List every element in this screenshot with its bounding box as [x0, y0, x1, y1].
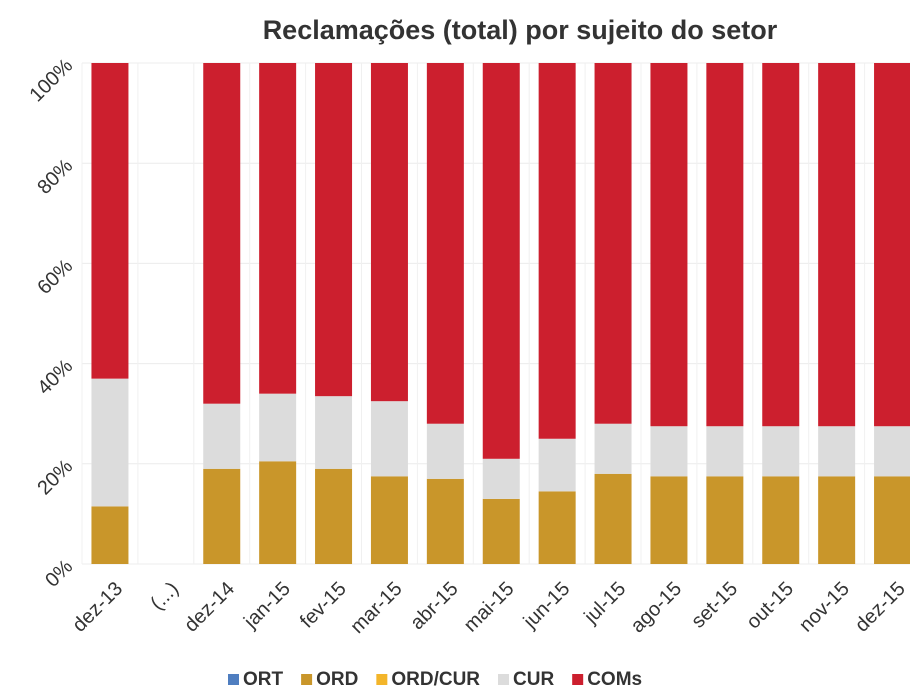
bar-segment [426, 63, 464, 424]
bar-segment [91, 63, 129, 379]
y-tick-label: 100% [26, 55, 78, 107]
bar-segment [874, 426, 910, 477]
bar-segment [874, 63, 910, 427]
x-tick-label: dez-14 [180, 578, 239, 637]
x-tick-label: set-15 [687, 578, 742, 633]
bar-segment [594, 473, 632, 564]
bar-segment [370, 63, 408, 402]
x-tick-label: (...) [146, 578, 183, 615]
bar-segment [315, 63, 353, 397]
bar-segment [538, 438, 576, 492]
x-tick-label: ago-15 [627, 578, 687, 638]
bar-segment [594, 423, 632, 474]
chart-title: Reclamações (total) por sujeito do setor [263, 15, 778, 45]
legend-label: ORT [243, 669, 284, 689]
bar-segment [482, 63, 520, 459]
x-tick-label: mar-15 [346, 578, 406, 638]
legend-swatch [498, 674, 510, 685]
bar-segment [706, 476, 744, 564]
bar-segment [874, 476, 910, 564]
y-tick-label: 60% [33, 255, 77, 299]
x-tick-label: dez-13 [68, 578, 127, 637]
bar-segment [762, 426, 800, 477]
bar-segment [91, 378, 129, 507]
x-tick-label: dez-15 [851, 578, 910, 637]
bar-segment [426, 478, 464, 564]
bar-segment [706, 426, 744, 477]
legend-label: CUR [513, 669, 554, 689]
bar-segment [762, 63, 800, 427]
bar-segment [259, 393, 297, 462]
x-tick-label: jan-15 [239, 578, 295, 634]
legend-swatch [228, 674, 239, 685]
bar-segment [818, 63, 856, 427]
x-tick-label: jun-15 [519, 578, 575, 634]
bar-segment [650, 426, 688, 477]
bar-segment [259, 63, 297, 394]
bar-segment [203, 403, 241, 469]
bar-segment [259, 461, 297, 564]
legend-label: COMs [587, 669, 642, 689]
bar-segment [203, 63, 241, 404]
bar-segment [91, 506, 129, 564]
bar-segment [818, 476, 856, 564]
bar-segment [706, 63, 744, 427]
bar-segment [650, 476, 688, 564]
bar-segment [482, 498, 520, 564]
y-tick-label: 40% [33, 355, 77, 399]
bar-segment [315, 396, 353, 469]
bar-segment [818, 426, 856, 477]
x-tick-label: out-15 [742, 578, 798, 634]
legend-label: ORD [316, 669, 358, 689]
bar-segment [203, 468, 241, 564]
x-tick-label: abr-15 [406, 578, 462, 634]
bar-segment [315, 468, 353, 564]
x-tick-label: fev-15 [296, 578, 351, 633]
legend-swatch [376, 674, 388, 685]
x-tick-label: mai-15 [460, 578, 519, 637]
y-tick-label: 20% [33, 455, 77, 499]
bar-segment [594, 63, 632, 424]
bar-segment [762, 476, 800, 564]
legend-label: ORD/CUR [391, 669, 480, 689]
bar-segment [650, 63, 688, 427]
legend-swatch [572, 674, 584, 685]
bar-segment [538, 491, 576, 564]
x-tick-label: jul-15 [579, 578, 630, 629]
y-tick-label: 80% [33, 155, 77, 199]
y-tick-label: 0% [41, 556, 77, 592]
bar-segment [370, 476, 408, 564]
bar-segment [538, 63, 576, 439]
x-tick-label: nov-15 [795, 578, 854, 637]
bar-segment [482, 458, 520, 499]
bar-segment [426, 423, 464, 479]
bar-segment [370, 401, 408, 477]
legend-swatch [301, 674, 313, 685]
